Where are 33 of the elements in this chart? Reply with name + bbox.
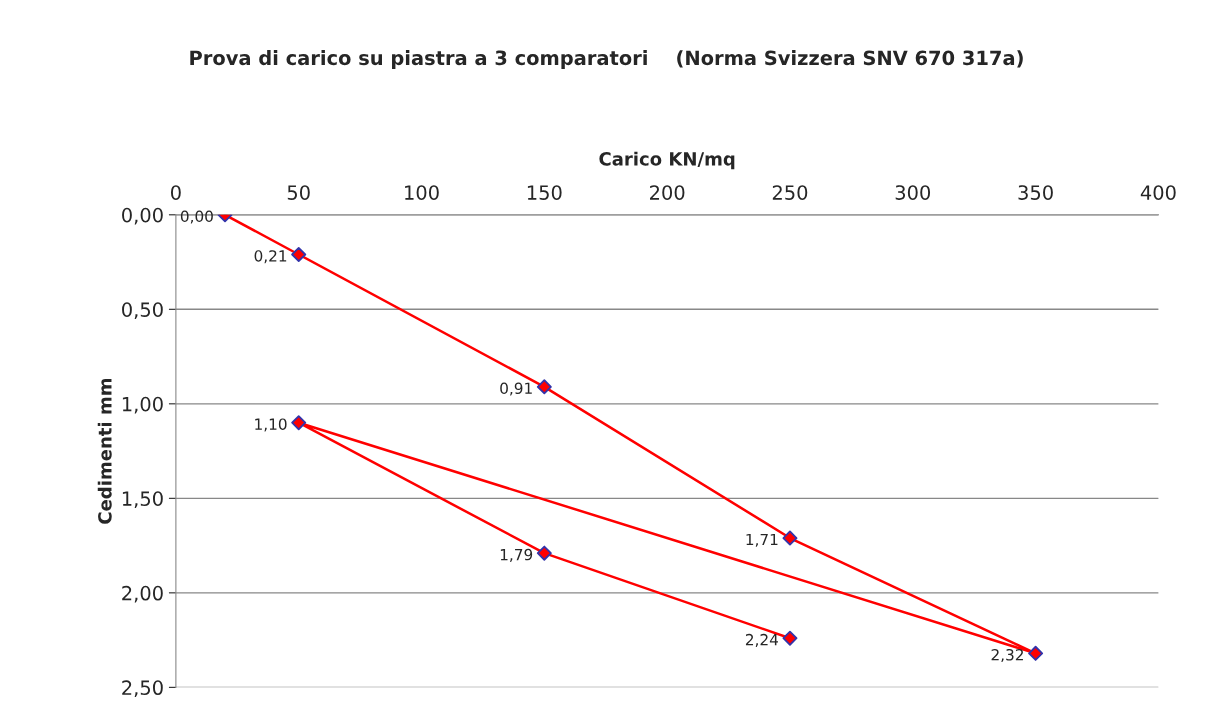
data-label: 2,24 [745,633,778,647]
y-tick-label: 0,00 [122,207,163,225]
x-tick-label: 400 [1140,185,1176,200]
point [782,530,798,546]
data-label: 1,71 [746,533,778,547]
y-tick-label: 1,50 [122,491,163,508]
point [291,415,307,431]
data-label: 0,00 [180,210,213,224]
x-tick-label: 350 [1018,185,1053,200]
x-tick-label: 100 [405,185,439,200]
x-tick-label: 150 [527,185,562,200]
chart-title: Prova di carico su piastra a 3 comparatori (Norma Svizzera SNV 670 317a) [190,50,1023,69]
point [291,247,307,262]
y-tick-label: 0,50 [122,302,163,319]
y-tick-label: 1,00 [122,396,163,414]
x-tick-label: 250 [772,185,808,200]
data-label: 2,32 [991,648,1023,663]
x-tick-label: 50 [287,185,310,200]
point [782,630,798,646]
x-tick-label: 200 [650,185,685,200]
x-tick-label: 300 [895,185,931,200]
y-axis-title: Cedimenti mm [97,378,112,524]
data-label: 1,10 [255,418,287,432]
y-tick-label: 2,50 [122,680,163,698]
x-tick-label: 0 [170,185,181,200]
data-label: 0,21 [254,250,287,264]
point [1028,645,1044,661]
point [536,379,552,395]
data-label: 1,79 [500,548,533,562]
y-tick-label: 2,00 [122,585,163,603]
data-label: 0,91 [500,382,532,396]
point [536,545,552,561]
x-axis-title: Carico KN/mq [599,151,735,170]
